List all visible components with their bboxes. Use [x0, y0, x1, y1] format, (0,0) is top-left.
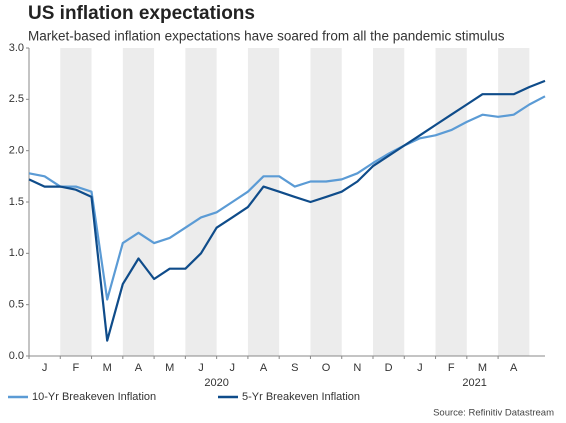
month-band [498, 48, 530, 356]
month-band [373, 48, 405, 356]
chart-subtitle: Market-based inflation expectations have… [28, 29, 505, 44]
x-tick-label: S [291, 362, 298, 374]
year-label: 2020 [204, 377, 228, 389]
y-tick-label: 0.0 [9, 350, 24, 362]
y-tick-label: 1.0 [9, 247, 24, 259]
x-tick-label: D [385, 362, 393, 374]
x-tick-label: A [260, 362, 268, 374]
x-tick-label: M [103, 362, 112, 374]
y-tick-label: 3.0 [9, 42, 24, 54]
x-tick-label: N [353, 362, 361, 374]
x-tick-label: O [322, 362, 331, 374]
y-tick-label: 2.5 [9, 93, 24, 105]
x-tick-label: A [135, 362, 143, 374]
year-label: 2021 [462, 377, 486, 389]
month-band [185, 48, 217, 356]
month-band [435, 48, 467, 356]
x-tick-label: J [42, 362, 48, 374]
month-band [122, 48, 155, 356]
x-tick-label: F [448, 362, 455, 374]
x-tick-label: M [478, 362, 487, 374]
series-line [28, 95, 546, 301]
month-band [60, 48, 92, 356]
x-tick-label: M [165, 362, 174, 374]
series-line [28, 79, 546, 342]
x-tick-label: J [198, 362, 204, 374]
x-tick-label: A [510, 362, 518, 374]
legend-label: 5-Yr Breakeven Inflation [242, 391, 360, 403]
x-tick-label: J [417, 362, 423, 374]
legend-label: 10-Yr Breakeven Inflation [32, 391, 156, 403]
y-tick-label: 2.0 [9, 145, 24, 157]
source-note: Source: Refinitiv Datastream [433, 408, 554, 419]
y-tick-label: 0.5 [9, 299, 24, 311]
x-tick-label: J [230, 362, 236, 374]
x-tick-label: F [73, 362, 80, 374]
y-tick-label: 1.5 [9, 196, 24, 208]
month-band [310, 48, 342, 356]
chart-title: US inflation expectations [28, 3, 255, 24]
